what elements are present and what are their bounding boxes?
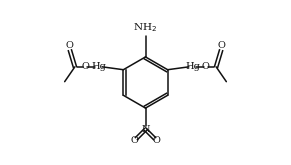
Text: Hg: Hg (91, 62, 106, 71)
Text: N: N (141, 125, 150, 134)
Text: O: O (66, 41, 74, 50)
Text: O: O (202, 62, 210, 71)
Text: O: O (217, 41, 225, 50)
Text: Hg: Hg (185, 62, 200, 71)
Text: NH$_2$: NH$_2$ (134, 21, 157, 34)
Text: O: O (131, 136, 139, 145)
Text: O: O (152, 136, 160, 145)
Text: O: O (81, 62, 89, 71)
